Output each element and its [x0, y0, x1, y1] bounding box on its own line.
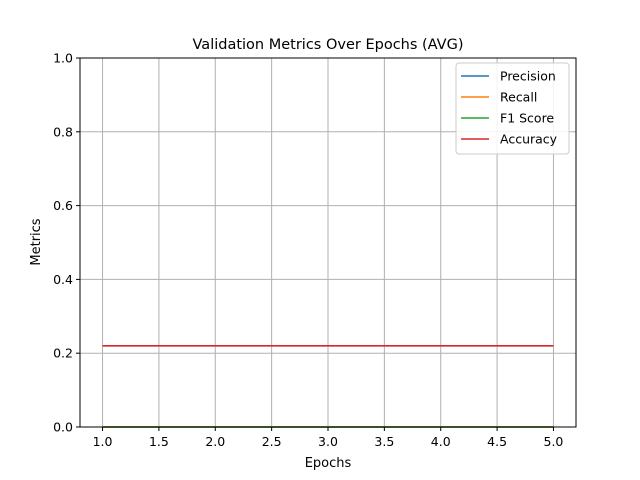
x-tick-label: 3.0 [318, 434, 338, 449]
y-tick-label: 0.6 [53, 198, 73, 213]
x-ticks: 1.0 1.5 2.0 2.5 3.0 3.5 4.0 4.5 5.0 [93, 427, 564, 449]
legend-label-accuracy: Accuracy [500, 132, 558, 147]
legend-box [455, 62, 570, 155]
chart-title: Validation Metrics Over Epochs (AVG) [193, 37, 464, 53]
y-tick-label: 0.0 [53, 420, 73, 435]
legend-label-recall: Recall [500, 90, 537, 105]
y-ticks: 0.0 0.2 0.4 0.6 0.8 1.0 [53, 51, 80, 435]
y-tick-label: 0.2 [53, 346, 73, 361]
y-tick-label: 0.8 [53, 124, 73, 139]
x-tick-label: 2.5 [262, 434, 282, 449]
x-tick-label: 4.5 [487, 434, 507, 449]
x-tick-label: 2.0 [205, 434, 225, 449]
y-axis-label: Metrics [29, 218, 44, 265]
x-tick-label: 3.5 [374, 434, 394, 449]
x-tick-label: 1.5 [149, 434, 169, 449]
y-tick-label: 0.4 [53, 272, 73, 287]
legend: Precision Recall F1 Score Accuracy [455, 62, 570, 155]
x-tick-label: 4.0 [431, 434, 451, 449]
x-axis-label: Epochs [305, 456, 352, 471]
x-tick-label: 1.0 [93, 434, 113, 449]
x-tick-label: 5.0 [544, 434, 564, 449]
legend-label-f1-score: F1 Score [500, 111, 554, 126]
y-tick-label: 1.0 [53, 51, 73, 66]
legend-label-precision: Precision [500, 69, 556, 84]
